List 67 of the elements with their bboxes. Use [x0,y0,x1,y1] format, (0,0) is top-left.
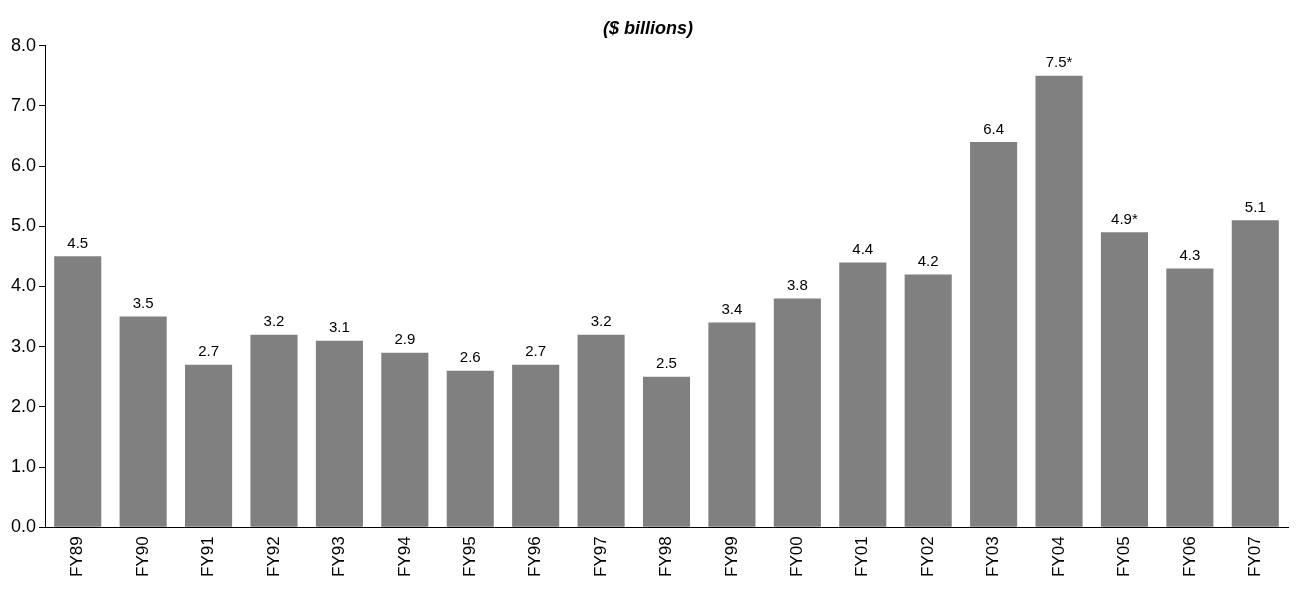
bar [577,334,625,527]
bar [904,274,952,527]
y-tick-label: 8.0 [10,34,37,55]
data-label: 2.5 [656,354,677,372]
x-tick-label: FY92 [263,536,283,578]
bar [642,376,691,527]
x-tick-label: FY06 [1179,536,1199,578]
data-label: 3.1 [328,318,350,336]
bar [1166,268,1214,527]
data-label: 4.4 [852,240,874,258]
y-tick-label: 3.0 [10,335,37,356]
data-label: 3.4 [721,300,743,318]
data-label: 4.5 [67,234,89,252]
y-tick-label: 6.0 [10,155,37,176]
data-label: 5.1 [1244,197,1266,215]
x-tick-label: FY07 [1244,536,1264,578]
data-label: 2.6 [459,348,481,366]
data-label: 4.3 [1179,246,1201,264]
data-label: 2.7 [525,342,547,360]
y-tick-label: 4.0 [10,275,37,296]
data-label: 4.9* [1111,209,1138,227]
x-tick-label: FY00 [787,536,807,578]
x-tick-label: FY95 [459,536,479,578]
y-tick-label: 0.0 [10,516,37,537]
data-label: 4.2 [917,252,939,270]
y-tick-label: 2.0 [10,395,37,416]
chart-title: ($ billions) [603,17,694,38]
bar [773,298,821,527]
bar [1100,232,1148,527]
bar [1035,75,1083,527]
data-label: 3.5 [132,294,154,312]
x-tick-label: FY93 [329,536,349,578]
bar [119,316,167,527]
bar [1231,220,1279,527]
bar [381,352,429,527]
x-tick-label: FY02 [917,536,937,578]
x-tick-label: FY94 [394,536,414,578]
data-label: 3.2 [590,312,612,330]
y-tick-label: 5.0 [10,215,37,236]
bar [54,256,102,527]
bar [185,364,233,527]
bar [839,262,887,527]
x-tick-label: FY91 [198,536,218,578]
bar [512,364,560,527]
x-tick-label: FY04 [1048,536,1068,578]
x-tick-label: FY98 [656,536,676,578]
y-tick-label: 7.0 [10,94,37,115]
x-tick-label: FY90 [132,536,152,578]
data-label: 3.2 [263,312,285,330]
x-tick-label: FY05 [1114,536,1134,578]
bar [970,141,1018,527]
x-tick-label: FY01 [852,536,872,578]
x-tick-label: FY03 [983,536,1003,578]
data-label: 2.7 [198,342,219,360]
bar [250,334,298,527]
data-label: 3.8 [786,276,808,294]
bar [708,322,756,527]
y-tick-label: 1.0 [10,456,37,477]
data-label: 7.5* [1045,53,1073,71]
x-tick-label: FY99 [721,536,741,578]
x-tick-label: FY96 [525,536,545,578]
data-label: 2.9 [394,330,416,348]
x-tick-label: FY89 [67,536,87,578]
x-tick-label: FY97 [590,536,610,578]
bar [315,340,363,527]
bar [446,370,494,527]
data-label: 6.4 [983,119,1005,137]
